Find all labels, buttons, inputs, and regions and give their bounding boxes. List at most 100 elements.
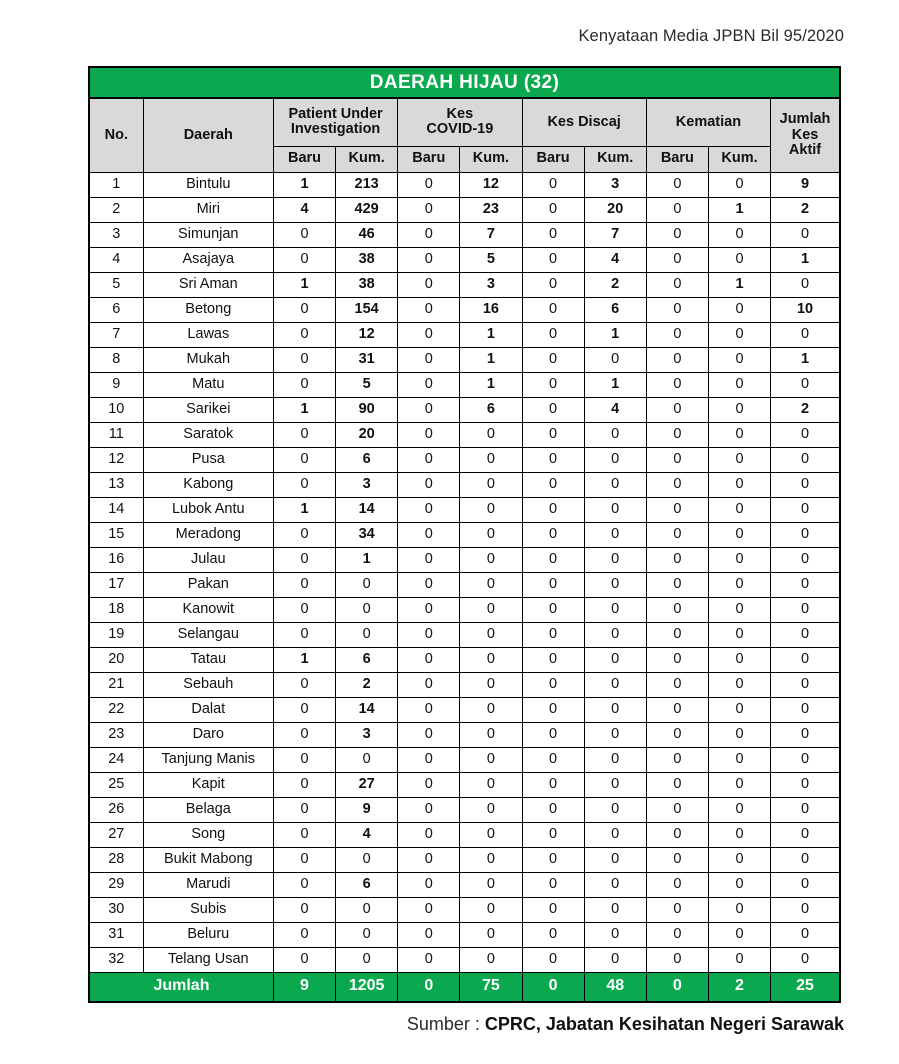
- table-title: DAERAH HIJAU (32): [88, 66, 841, 99]
- cell-kematian-baru: 0: [645, 221, 709, 248]
- total-row: Jumlah 9 1205 0 75 0 48 0 2 25: [88, 971, 841, 1003]
- cell-pui-kum: 14: [335, 696, 399, 723]
- cell-kes-baru: 0: [397, 746, 461, 773]
- cell-kes-baru: 0: [397, 246, 461, 273]
- table-row: 30 Subis 0 0 0 0 0 0 0 0 0: [88, 896, 841, 923]
- cell-discaj-kum: 3: [583, 171, 647, 198]
- cell-kematian-baru: 0: [645, 321, 709, 348]
- cell-kematian-kum: 0: [707, 721, 772, 748]
- cell-kematian-kum: 0: [707, 596, 772, 623]
- cell-no: 2: [88, 196, 144, 223]
- cell-discaj-kum: 1: [583, 371, 647, 398]
- column-header-jumlah-line3: Aktif: [788, 141, 822, 158]
- table-row: 10 Sarikei 1 90 0 6 0 4 0 0 2: [88, 396, 841, 423]
- cell-no: 4: [88, 246, 144, 273]
- cell-pui-baru: 0: [272, 671, 337, 698]
- cell-daerah: Lubok Antu: [142, 496, 274, 523]
- cell-pui-kum: 2: [335, 671, 399, 698]
- cell-kes-kum: 1: [459, 346, 523, 373]
- cell-discaj-kum: 0: [583, 846, 647, 873]
- table-row: 29 Marudi 0 6 0 0 0 0 0 0 0: [88, 871, 841, 898]
- cell-discaj-baru: 0: [521, 371, 585, 398]
- cell-no: 11: [88, 421, 144, 448]
- cell-kes-kum: 0: [459, 846, 523, 873]
- cell-kematian-baru: 0: [645, 346, 709, 373]
- cell-kes-kum: 0: [459, 871, 523, 898]
- cell-jumlah-aktif: 0: [770, 746, 841, 773]
- cell-discaj-baru: 0: [521, 196, 585, 223]
- cell-kes-baru: 0: [397, 596, 461, 623]
- cell-pui-baru: 0: [272, 246, 337, 273]
- cell-pui-baru: 0: [272, 521, 337, 548]
- cell-no: 16: [88, 546, 144, 573]
- cell-discaj-kum: 0: [583, 596, 647, 623]
- cell-jumlah-aktif: 0: [770, 671, 841, 698]
- cell-kes-baru: 0: [397, 421, 461, 448]
- table-row: 18 Kanowit 0 0 0 0 0 0 0 0 0: [88, 596, 841, 623]
- cell-kes-kum: 0: [459, 896, 523, 923]
- column-header-pui-line2: Investigation: [290, 121, 381, 138]
- table-row: 5 Sri Aman 1 38 0 3 0 2 0 1 0: [88, 271, 841, 298]
- cell-kes-kum: 0: [459, 496, 523, 523]
- cell-pui-kum: 5: [335, 371, 399, 398]
- cell-kes-kum: 0: [459, 571, 523, 598]
- cell-pui-kum: 6: [335, 646, 399, 673]
- cell-discaj-kum: 4: [583, 246, 647, 273]
- cell-discaj-kum: 0: [583, 496, 647, 523]
- cell-kes-kum: 0: [459, 546, 523, 573]
- cell-jumlah-aktif: 1: [770, 246, 841, 273]
- cell-no: 9: [88, 371, 144, 398]
- cell-discaj-kum: 0: [583, 896, 647, 923]
- cell-kematian-baru: 0: [645, 771, 709, 798]
- table-row: 16 Julau 0 1 0 0 0 0 0 0 0: [88, 546, 841, 573]
- cell-kematian-kum: 0: [707, 221, 772, 248]
- cell-daerah: Belaga: [142, 796, 274, 823]
- cell-discaj-baru: 0: [521, 571, 585, 598]
- cell-pui-baru: 1: [272, 496, 337, 523]
- cell-discaj-kum: 0: [583, 571, 647, 598]
- table-header-row-secondary: Baru Kum. Baru Kum. Baru Kum. Baru Kum.: [89, 145, 840, 173]
- cell-pui-kum: 0: [335, 921, 399, 948]
- cell-kes-kum: 0: [459, 421, 523, 448]
- source-label: Sumber :: [406, 1014, 480, 1034]
- cell-pui-baru: 0: [272, 346, 337, 373]
- cell-kes-kum: 0: [459, 596, 523, 623]
- cell-pui-kum: 0: [335, 946, 399, 973]
- cell-kes-kum: 0: [459, 621, 523, 648]
- cell-kematian-kum: 0: [707, 896, 772, 923]
- cell-kes-kum: 0: [459, 646, 523, 673]
- cell-no: 8: [88, 346, 144, 373]
- cell-kematian-kum: 0: [707, 546, 772, 573]
- cell-kematian-kum: 0: [707, 446, 772, 473]
- column-header-kes-covid: Kes COVID-19: [397, 97, 523, 147]
- cell-kes-baru: 0: [397, 896, 461, 923]
- cell-daerah: Sebauh: [142, 671, 274, 698]
- cell-kes-baru: 0: [397, 821, 461, 848]
- cell-kematian-baru: 0: [645, 646, 709, 673]
- cell-daerah: Meradong: [142, 521, 274, 548]
- cell-pui-baru: 0: [272, 921, 337, 948]
- cell-kematian-kum: 0: [707, 246, 772, 273]
- green-districts-table: DAERAH HIJAU (32) No. Daerah Patient Und…: [88, 66, 841, 1003]
- table-row: 32 Telang Usan 0 0 0 0 0 0 0 0 0: [88, 946, 841, 973]
- cell-pui-baru: 0: [272, 546, 337, 573]
- green-districts-table-container: DAERAH HIJAU (32) No. Daerah Patient Und…: [88, 66, 841, 1003]
- cell-kes-kum: 3: [459, 271, 523, 298]
- cell-jumlah-aktif: 0: [770, 321, 841, 348]
- cell-discaj-baru: 0: [521, 546, 585, 573]
- cell-kes-baru: 0: [397, 446, 461, 473]
- cell-discaj-baru: 0: [521, 746, 585, 773]
- cell-kes-baru: 0: [397, 346, 461, 373]
- cell-discaj-baru: 0: [521, 821, 585, 848]
- cell-kematian-baru: 0: [645, 396, 709, 423]
- table-row: 27 Song 0 4 0 0 0 0 0 0 0: [88, 821, 841, 848]
- total-kes-baru: 0: [397, 971, 461, 1003]
- cell-kematian-kum: 0: [707, 371, 772, 398]
- cell-no: 20: [88, 646, 144, 673]
- table-row: 9 Matu 0 5 0 1 0 1 0 0 0: [88, 371, 841, 398]
- cell-no: 5: [88, 271, 144, 298]
- cell-kes-kum: 23: [459, 196, 523, 223]
- cell-kes-baru: 0: [397, 946, 461, 973]
- cell-jumlah-aktif: 0: [770, 621, 841, 648]
- total-label: Jumlah: [88, 971, 274, 1003]
